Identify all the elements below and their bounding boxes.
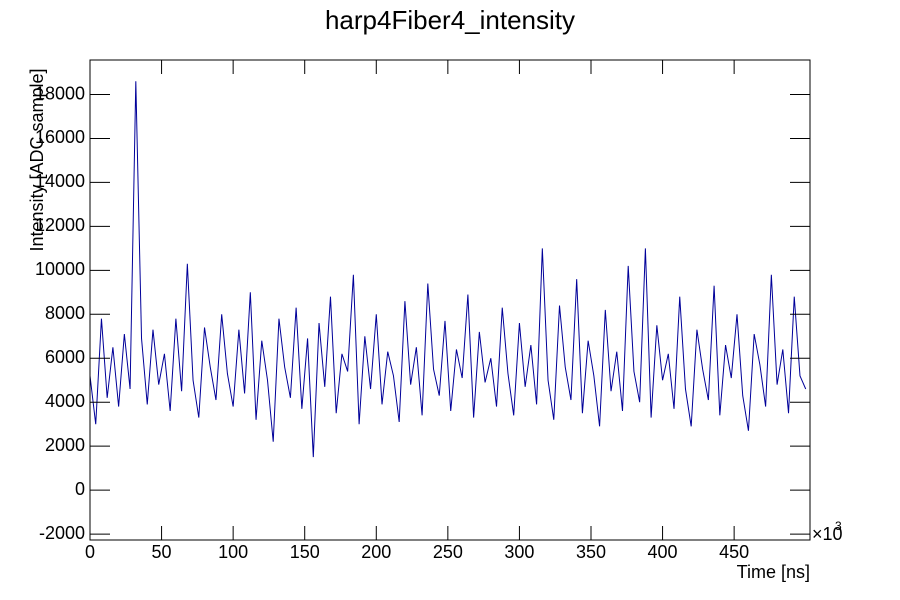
y-tick-label: 12000 [35, 215, 85, 235]
y-tick-label: 10000 [35, 259, 85, 279]
y-tick-label: 4000 [45, 391, 85, 411]
x-axis-label: Time [ns] [737, 562, 810, 582]
y-tick-label: 8000 [45, 303, 85, 323]
x-tick-label: 0 [85, 542, 95, 562]
x-tick-label: 50 [152, 542, 172, 562]
y-tick-label: 14000 [35, 171, 85, 191]
plot-frame [89, 59, 811, 541]
y-tick-label: 0 [75, 479, 85, 499]
x-tick-label: 100 [218, 542, 248, 562]
x-tick-label: 250 [433, 542, 463, 562]
chart-title: harp4Fiber4_intensity [325, 5, 575, 35]
data-line [89, 81, 807, 458]
x-tick-label: 400 [648, 542, 678, 562]
x-tick-label: 300 [504, 542, 534, 562]
y-tick-label: 16000 [35, 127, 85, 147]
y-tick-label: 2000 [45, 435, 85, 455]
y-tick-label: 18000 [35, 83, 85, 103]
x-tick-label: 450 [719, 542, 749, 562]
y-tick-label: 6000 [45, 347, 85, 367]
y-tick-label: -2000 [39, 523, 85, 543]
x-scale-exponent: 3 [835, 519, 842, 533]
x-tick-label: 150 [290, 542, 320, 562]
x-tick-label: 200 [361, 542, 391, 562]
x-tick-label: 350 [576, 542, 606, 562]
y-axis-label: Intensity [ADC sample] [27, 68, 47, 251]
x-scale-base: ×10 [812, 524, 843, 544]
